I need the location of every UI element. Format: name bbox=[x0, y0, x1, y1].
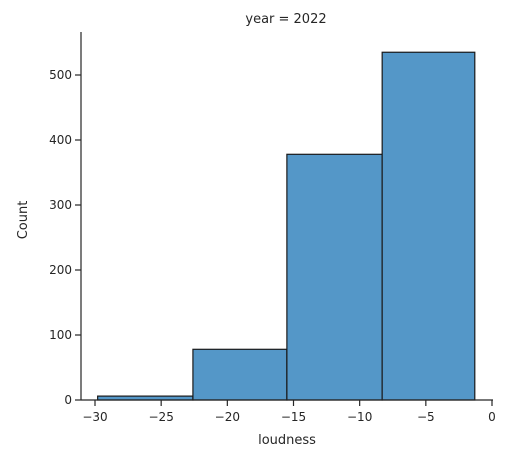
histogram-bar-3 bbox=[381, 51, 476, 401]
bars-group bbox=[97, 51, 476, 401]
x-tick-label-3: −15 bbox=[281, 410, 306, 424]
x-axis-ticks: −30 −25 −20 −15 −10 −5 0 bbox=[82, 400, 496, 424]
x-tick-label-0: −30 bbox=[82, 410, 107, 424]
y-tick-label-0: 0 bbox=[64, 393, 72, 407]
y-axis-ticks: 0 100 200 300 400 500 bbox=[49, 68, 81, 407]
x-tick-label-2: −20 bbox=[215, 410, 240, 424]
y-tick-label-4: 400 bbox=[49, 133, 72, 147]
y-tick-label-2: 200 bbox=[49, 263, 72, 277]
histogram-bar-2 bbox=[286, 153, 383, 401]
y-tick-label-5: 500 bbox=[49, 68, 72, 82]
chart-title: year = 2022 bbox=[245, 12, 326, 27]
y-tick-label-3: 300 bbox=[49, 198, 72, 212]
y-axis-label: Count bbox=[16, 201, 31, 240]
x-tick-label-5: −5 bbox=[417, 410, 435, 424]
x-axis-label: loudness bbox=[258, 433, 316, 448]
y-tick-label-1: 100 bbox=[49, 328, 72, 342]
x-tick-label-6: 0 bbox=[488, 410, 496, 424]
x-tick-label-4: −10 bbox=[347, 410, 372, 424]
x-tick-label-1: −25 bbox=[149, 410, 174, 424]
histogram-bar-1 bbox=[192, 348, 288, 401]
